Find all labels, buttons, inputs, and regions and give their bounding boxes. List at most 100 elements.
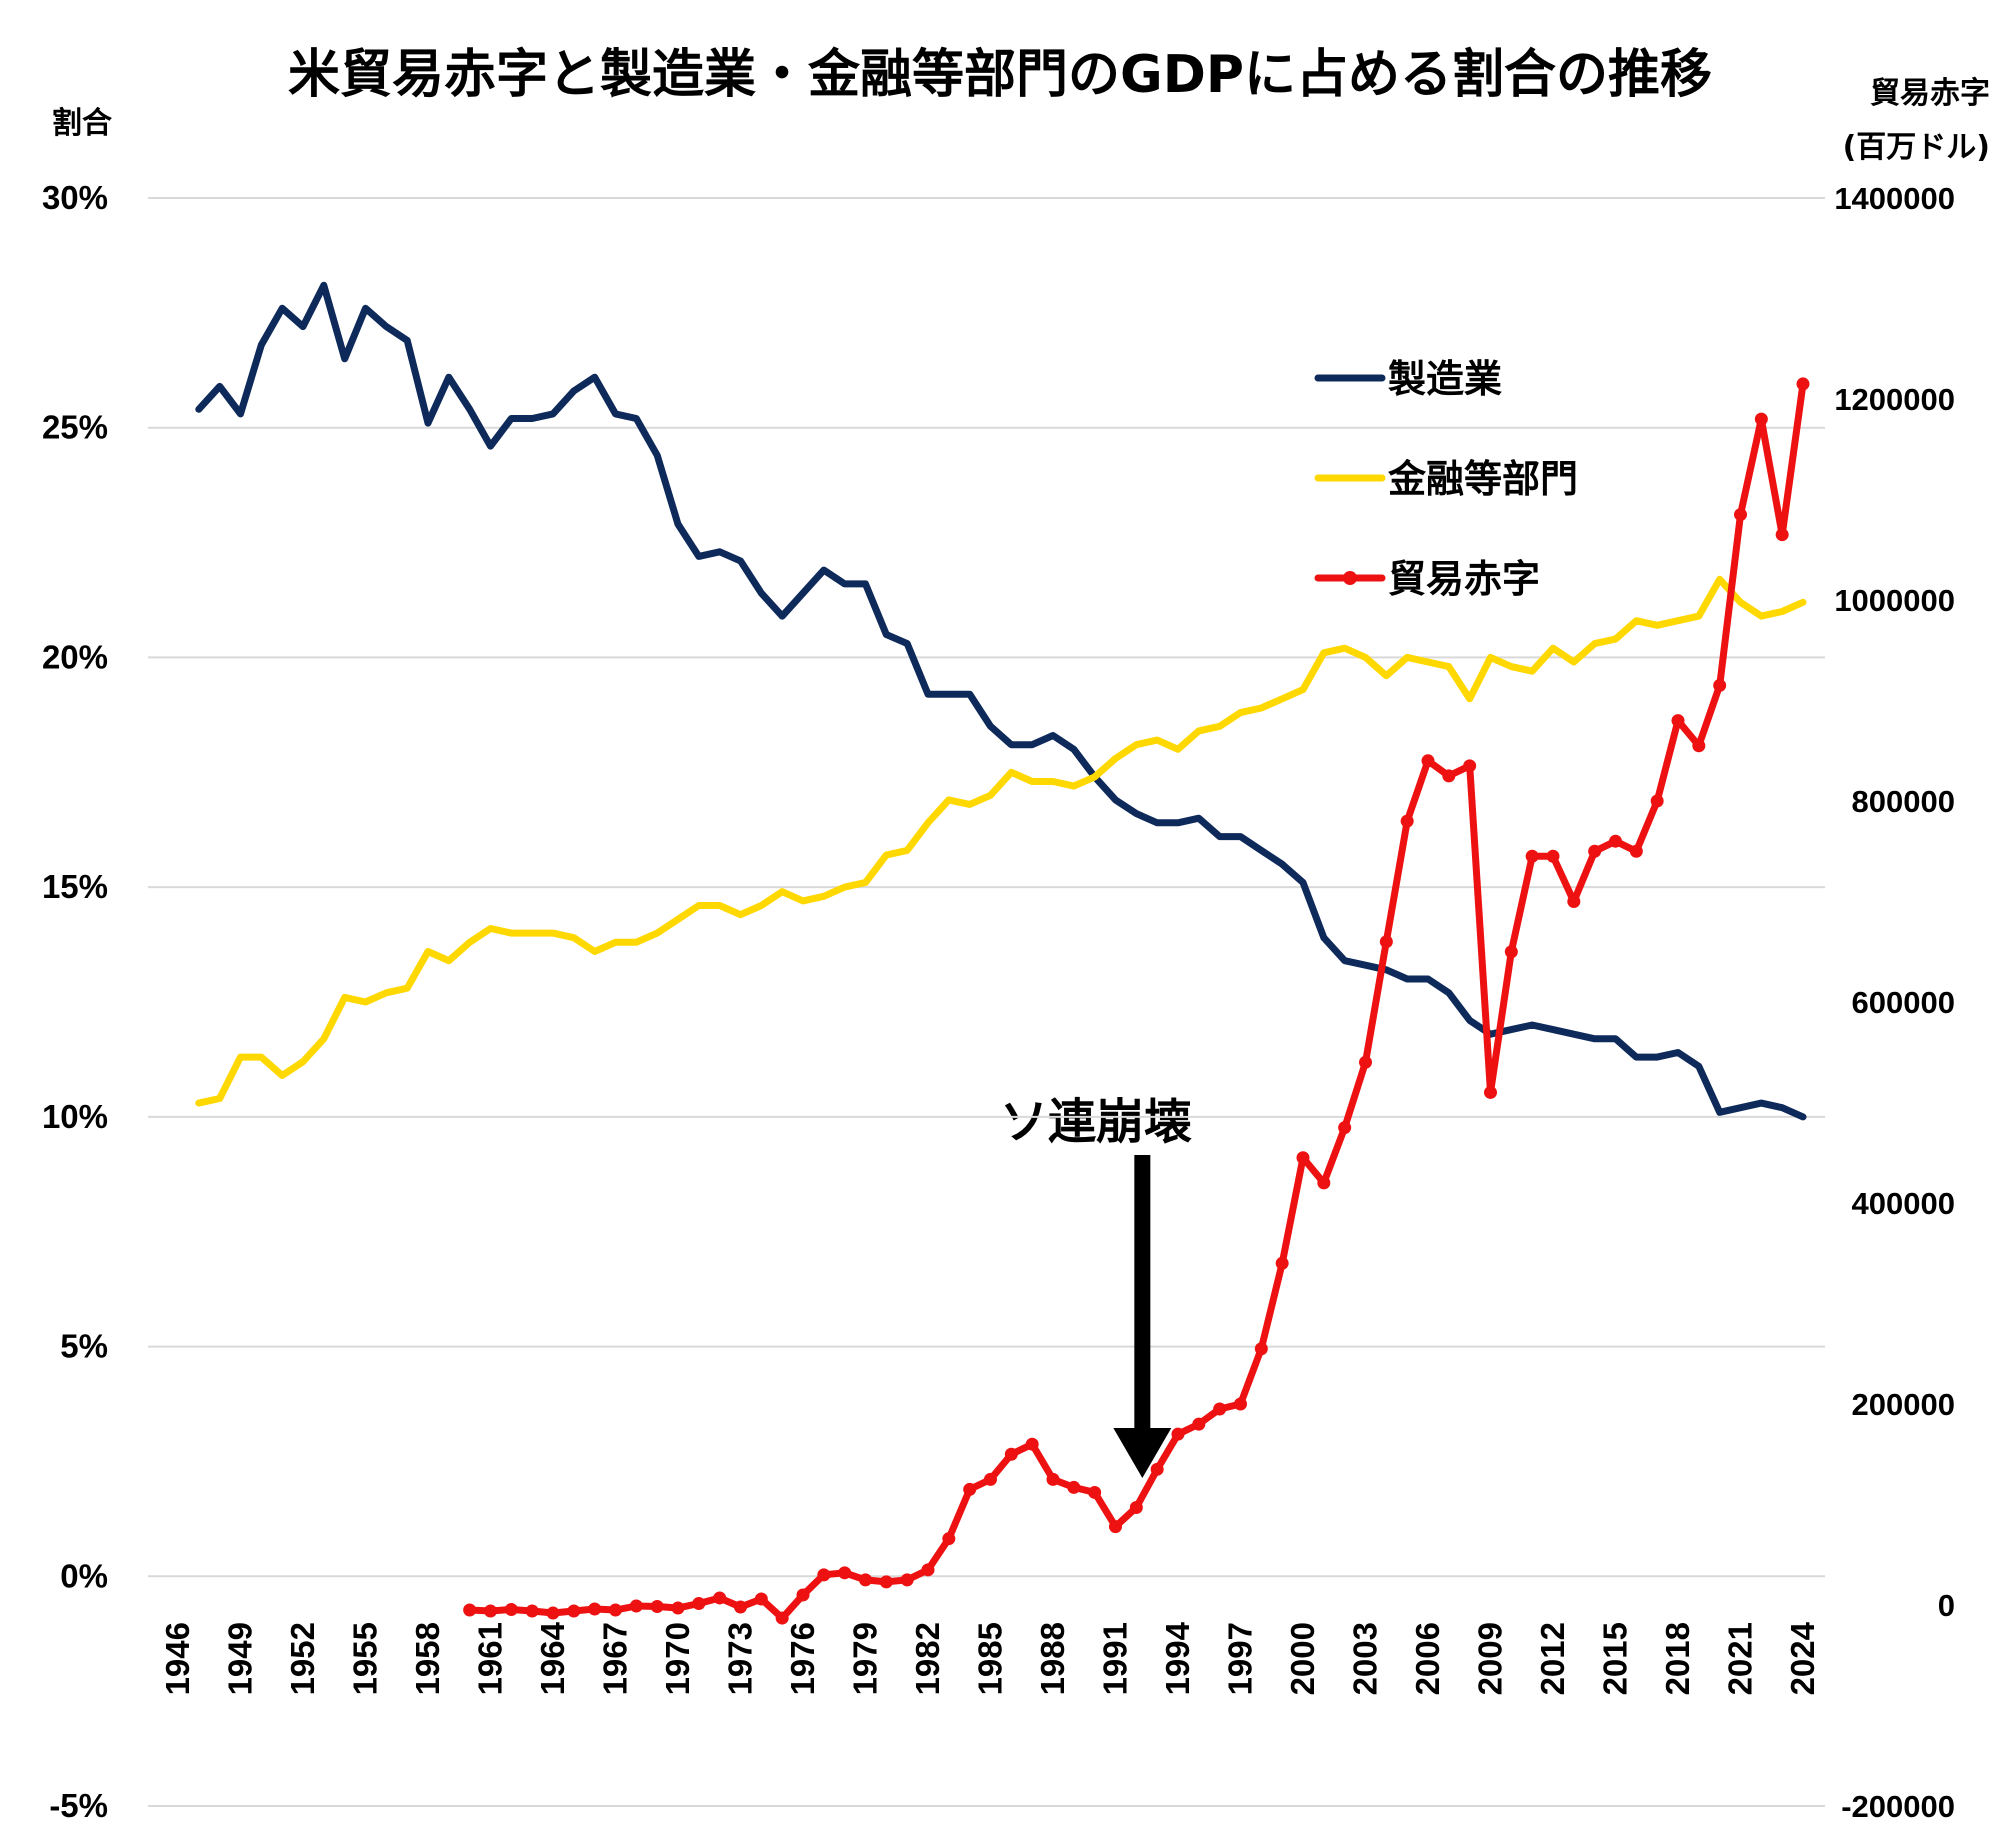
x-tick-label: 1988 [1034, 1622, 1071, 1695]
data-point [1109, 1520, 1122, 1534]
data-point [1629, 844, 1643, 858]
x-tick-label: 2012 [1534, 1622, 1571, 1695]
data-point [900, 1573, 914, 1587]
data-point [879, 1575, 893, 1589]
annotation-layer [1113, 1155, 1172, 1478]
x-tick-label: 2009 [1472, 1622, 1509, 1695]
x-tick-label: 2024 [1784, 1621, 1821, 1695]
left-tick-label: 15% [42, 868, 108, 905]
data-point [1192, 1417, 1206, 1431]
left-tick-label: 5% [60, 1328, 108, 1365]
x-tick-label: 1955 [347, 1622, 384, 1695]
legend-marker [1343, 571, 1357, 585]
right-tick-label: 1000000 [1834, 583, 1955, 618]
data-point [671, 1601, 685, 1615]
left-tick-label: 20% [42, 638, 108, 675]
series-line [195, 575, 1807, 1107]
data-point [463, 1603, 477, 1617]
x-axis-ticks: 1946 1949 1952 1955 1958 1961 1964 1967 1970 1973… [159, 1621, 1821, 1695]
data-point [754, 1592, 768, 1606]
left-tick-label: -5% [49, 1787, 108, 1824]
annotation-arrow-shaft [1134, 1155, 1151, 1430]
data-point [775, 1611, 789, 1625]
x-tick-label: 2006 [1409, 1622, 1446, 1695]
x-tick-label: 1976 [784, 1622, 821, 1695]
left-tick-label: 0% [60, 1557, 108, 1594]
data-point [1713, 678, 1727, 692]
data-point [1504, 945, 1518, 959]
left-axis-title: 割合 [52, 106, 112, 141]
left-tick-label: 25% [42, 409, 108, 446]
x-tick-label: 1949 [222, 1622, 259, 1695]
x-tick-label: 1961 [472, 1622, 509, 1695]
x-tick-label: 1973 [722, 1622, 759, 1695]
right-tick-label: 1400000 [1834, 181, 1955, 216]
data-point [1463, 759, 1477, 773]
x-tick-label: 1994 [1159, 1621, 1196, 1695]
data-point [588, 1602, 602, 1616]
data-point [942, 1532, 956, 1546]
x-tick-label: 1952 [284, 1622, 321, 1695]
x-tick-label: 2003 [1347, 1622, 1384, 1695]
data-point [1525, 849, 1539, 863]
legend-label: 製造業 [1388, 357, 1502, 401]
data-point [859, 1573, 872, 1587]
data-point [1338, 1121, 1352, 1135]
data-point [650, 1600, 664, 1614]
data-point [1046, 1472, 1060, 1486]
data-point [1359, 1055, 1372, 1069]
left-tick-label: 30% [42, 179, 108, 216]
x-tick-label: 2018 [1659, 1622, 1696, 1695]
data-point [1129, 1501, 1143, 1515]
x-tick-label: 1964 [534, 1621, 571, 1695]
data-point [1067, 1480, 1081, 1494]
data-point [1775, 528, 1789, 542]
data-point [984, 1472, 997, 1486]
right-tick-label: 200000 [1852, 1387, 1955, 1422]
data-point [1650, 794, 1664, 808]
data-point [1254, 1342, 1268, 1356]
annotation-arrow-head [1113, 1428, 1172, 1478]
x-tick-label: 1967 [597, 1622, 634, 1695]
data-point [817, 1568, 831, 1582]
data-point [692, 1596, 706, 1610]
gridlines [148, 197, 1825, 1807]
data-point [609, 1603, 622, 1617]
x-tick-label: 2015 [1597, 1622, 1634, 1695]
chart-title: 米貿易赤字と製造業・金融等部門のGDPに占める割合の推移 [288, 45, 1712, 105]
data-point [1692, 739, 1706, 753]
x-tick-label: 1997 [1222, 1622, 1259, 1695]
data-point [838, 1566, 852, 1580]
data-point [1754, 412, 1768, 426]
data-point [484, 1604, 497, 1618]
right-tick-label: -200000 [1841, 1789, 1955, 1824]
data-point [796, 1588, 810, 1602]
data-point [1296, 1151, 1310, 1165]
right-tick-label: 600000 [1852, 985, 1955, 1020]
data-point [1546, 849, 1560, 863]
data-point [713, 1591, 727, 1605]
data-point [1671, 714, 1685, 728]
data-point [1442, 769, 1456, 783]
data-point [1088, 1485, 1102, 1499]
right-tick-label: 800000 [1852, 784, 1955, 819]
data-point [734, 1600, 747, 1614]
left-tick-label: 10% [42, 1098, 108, 1135]
right-axis-title: 貿易赤字 [1870, 76, 1990, 111]
right-axis-ticks: -200000 0 200000 400000 600000 800000 1000000 1… [1834, 181, 1955, 1824]
left-axis-ticks: -5% 0% 5% 10% 15% 20% 25% 30% [42, 179, 108, 1824]
data-point [1421, 754, 1435, 768]
data-point [1734, 508, 1747, 522]
x-tick-label: 1946 [159, 1622, 196, 1695]
data-point [1567, 895, 1581, 908]
legend-label: 貿易赤字 [1388, 557, 1540, 601]
data-point [546, 1606, 560, 1620]
x-tick-label: 2000 [1284, 1622, 1321, 1695]
data-point [1275, 1256, 1289, 1270]
data-point [504, 1603, 518, 1617]
right-tick-label: 400000 [1852, 1186, 1955, 1221]
data-point [1588, 844, 1602, 858]
data-point [1400, 814, 1414, 828]
